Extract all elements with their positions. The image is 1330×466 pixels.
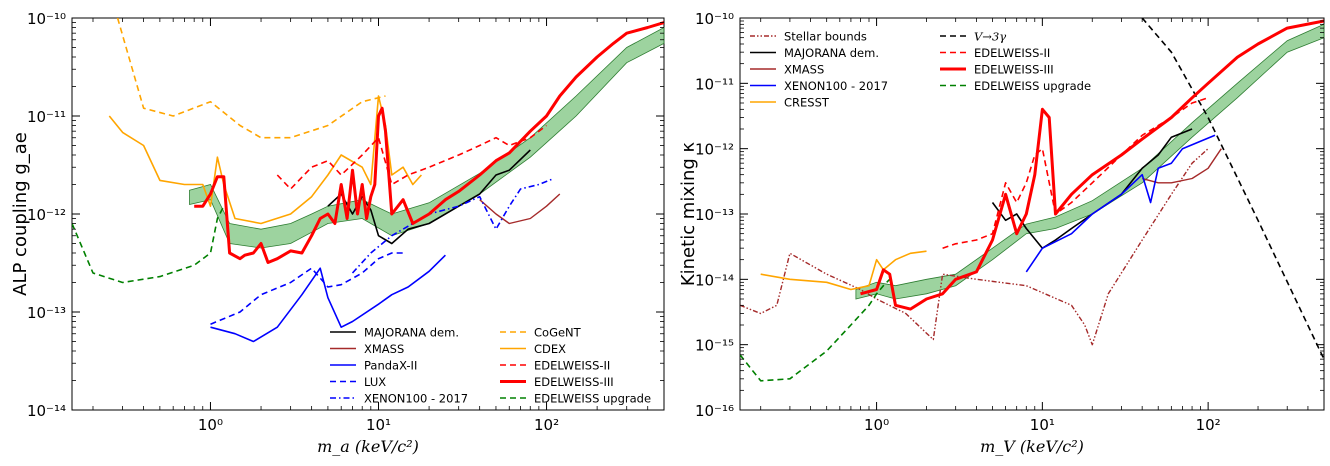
left-chart: 10⁰ 10¹ 10² 10⁻¹⁴ 10⁻¹³ 10⁻¹² 10⁻¹¹ 10⁻¹⁰ ALP c… [10,10,665,456]
legend-label: CoGeNT [534,326,582,340]
series-line-majorana-dem- [327,149,531,245]
series-line-edelweiss-iii [860,19,1324,311]
series-line-cresst [760,250,927,291]
series-line-lux [210,252,404,325]
y-tick-label: 10⁻¹¹ [27,108,66,126]
series-line-xenon100-2017 [1025,134,1216,273]
legend-label: EDELWEISS-III [534,375,614,389]
series-line-v-3- [1141,18,1324,360]
legend-label: EDELWEISS-II [534,359,610,373]
right-legend: Stellar bounds MAJORANA dem. XMASS XENON100… [750,30,1091,110]
legend-label: XENON100 - 2017 [364,392,468,406]
x-tick-label: 10¹ [366,416,391,434]
legend-label: CDEX [534,342,566,356]
legend-label: CRESST [784,96,830,110]
right-series [740,18,1324,382]
right-band [855,23,1325,300]
series-line-xenon100-2017 [351,177,554,274]
series-line-cdex [108,95,422,225]
right-y-axis-label: Kinetic mixing κ [678,141,699,286]
series-line-pandax-ii [210,254,446,343]
left-x-axis-label: m_a (keV/c²) [317,437,419,456]
right-x-axis-label: m_V (keV/c²) [980,437,1084,456]
left-y-axis-label: ALP coupling g_ae [10,132,31,296]
y-tick-label: 10⁻¹⁰ [695,10,734,28]
series-line-xmass [479,193,561,225]
legend-label: XENON100 - 2017 [784,79,888,93]
series-line-edelweiss-upgrade [740,278,891,382]
left-legend: MAJORANA dem. XMASS PandaX-II LUX XENON100 -… [330,326,651,406]
legend-label: MAJORANA dem. [784,46,879,60]
legend-label: V→3γ [974,30,1006,44]
series-line-edelweiss-upgrade [72,205,225,284]
y-tick-label: 10⁻¹³ [695,206,734,224]
expected-sensitivity-band [189,26,665,249]
right-ticks: 10⁰ 10¹ 10² 10⁻¹⁶ 10⁻¹⁵ 10⁻¹⁴ 10⁻¹³ 10⁻¹² 10⁻¹¹ 1… [695,10,1325,434]
y-tick-label: 10⁻¹⁰ [27,10,66,28]
x-tick-label: 10⁰ [198,416,223,434]
y-tick-label: 10⁻¹² [27,206,66,224]
y-tick-label: 10⁻¹¹ [695,75,734,93]
series-line-edelweiss-iii [194,21,664,264]
left-band [189,26,665,249]
legend-label: EDELWEISS-III [974,63,1054,77]
series-line-edelweiss-ii [276,124,547,190]
legend-label: MAJORANA dem. [364,326,459,340]
series-line-edelweiss-ii [942,97,1209,249]
x-tick-label: 10² [534,416,559,434]
y-tick-label: 10⁻¹³ [27,304,66,322]
y-tick-label: 10⁻¹⁴ [695,271,734,289]
x-tick-label: 10² [1196,416,1221,434]
legend-label: EDELWEISS upgrade [974,79,1091,93]
legend-label: PandaX-II [364,359,417,373]
legend-label: Stellar bounds [784,30,867,44]
right-plot-area [739,17,1325,411]
x-tick-label: 10¹ [1030,416,1055,434]
expected-sensitivity-band [855,23,1325,300]
series-line-stellar-bounds [740,148,1209,346]
legend-label: XMASS [364,342,404,356]
legend-label: EDELWEISS-II [974,46,1050,60]
left-series [72,18,664,343]
legend-label: LUX [364,375,386,389]
legend-label: EDELWEISS upgrade [534,392,651,406]
legend-label: XMASS [784,63,824,77]
y-tick-label: 10⁻¹⁵ [695,337,734,355]
series-line-cogent [116,18,386,139]
y-tick-label: 10⁻¹⁶ [695,402,734,420]
y-tick-label: 10⁻¹⁴ [27,402,66,420]
x-tick-label: 10⁰ [864,416,889,434]
y-tick-label: 10⁻¹² [695,141,734,159]
left-ticks: 10⁰ 10¹ 10² 10⁻¹⁴ 10⁻¹³ 10⁻¹² 10⁻¹¹ 10⁻¹⁰ [27,10,665,434]
right-chart: 10⁰ 10¹ 10² 10⁻¹⁶ 10⁻¹⁵ 10⁻¹⁴ 10⁻¹³ 10⁻¹² 10⁻¹¹ 1… [678,10,1325,456]
series-line-majorana-dem- [991,128,1193,249]
